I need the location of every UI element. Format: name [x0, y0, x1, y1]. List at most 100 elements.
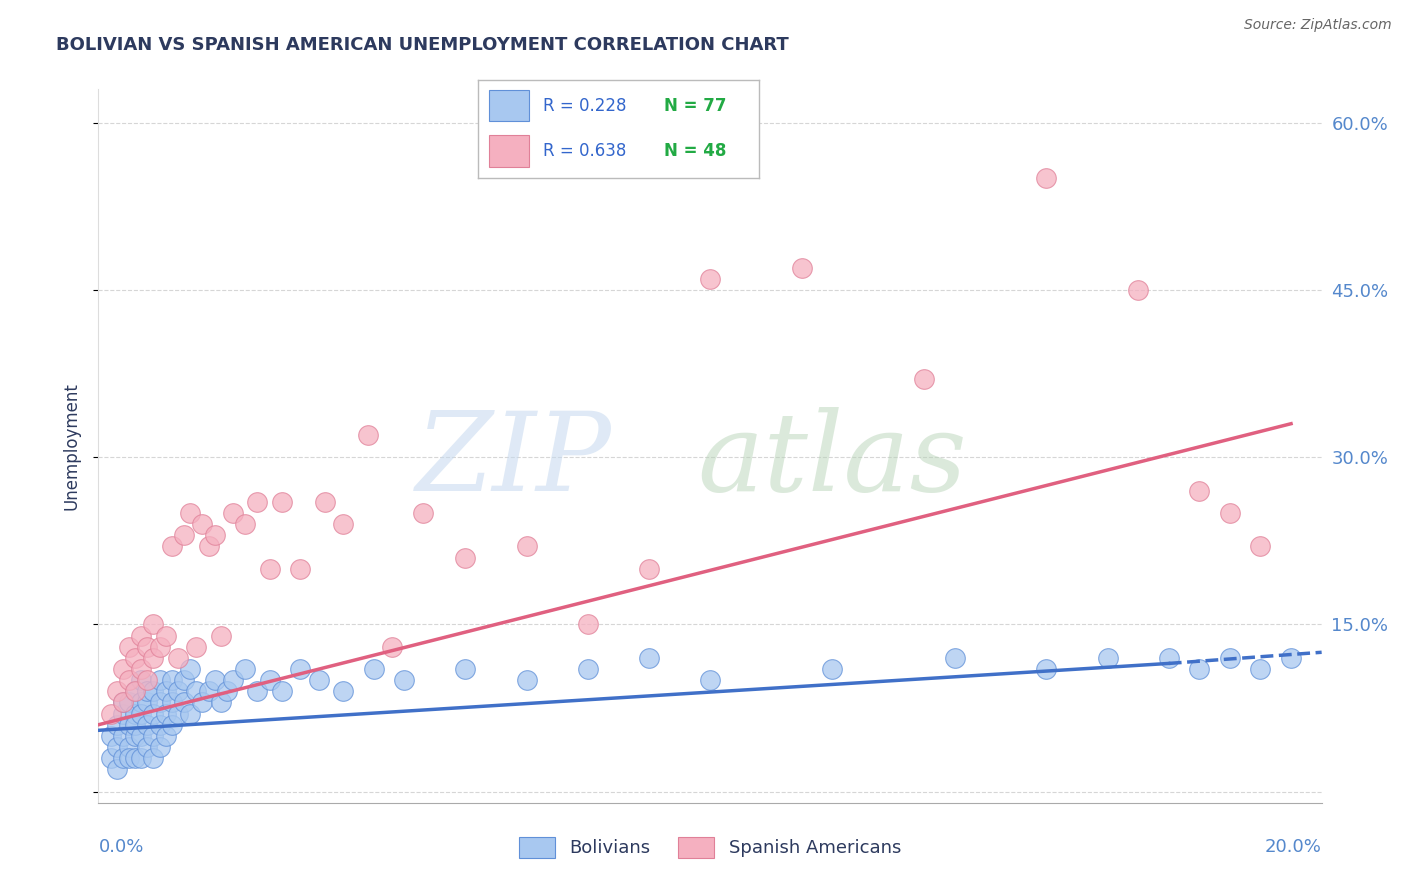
- Text: N = 48: N = 48: [664, 142, 725, 160]
- Point: [454, 550, 477, 565]
- Point: [1279, 651, 1302, 665]
- Point: [136, 684, 159, 698]
- Point: [1249, 662, 1271, 676]
- Point: [118, 740, 141, 755]
- Point: [1219, 651, 1241, 665]
- Point: [912, 372, 935, 386]
- Point: [270, 684, 292, 698]
- Point: [142, 651, 165, 665]
- Point: [124, 729, 146, 743]
- Point: [167, 706, 190, 721]
- Text: R = 0.228: R = 0.228: [543, 97, 626, 115]
- Point: [222, 673, 245, 687]
- Point: [111, 751, 134, 765]
- Point: [111, 696, 134, 710]
- Point: [699, 271, 721, 285]
- Point: [155, 684, 177, 698]
- Point: [233, 517, 256, 532]
- Point: [454, 662, 477, 676]
- Point: [204, 673, 226, 687]
- Point: [356, 427, 378, 442]
- Point: [576, 617, 599, 632]
- Point: [1188, 483, 1211, 498]
- Y-axis label: Unemployment: Unemployment: [62, 382, 80, 510]
- Point: [197, 539, 219, 553]
- Point: [136, 740, 159, 755]
- Point: [124, 684, 146, 698]
- Point: [186, 684, 208, 698]
- Point: [155, 729, 177, 743]
- Point: [314, 494, 336, 508]
- Point: [179, 706, 201, 721]
- Point: [209, 696, 232, 710]
- Point: [1035, 171, 1057, 186]
- Point: [111, 706, 134, 721]
- Point: [142, 729, 165, 743]
- Point: [100, 706, 122, 721]
- Point: [129, 696, 152, 710]
- Point: [111, 662, 134, 676]
- Point: [129, 706, 152, 721]
- Point: [179, 506, 201, 520]
- Point: [637, 562, 661, 576]
- Point: [259, 562, 281, 576]
- Point: [136, 673, 159, 687]
- Point: [160, 539, 183, 553]
- Point: [149, 696, 172, 710]
- Point: [1249, 539, 1271, 553]
- Point: [246, 494, 269, 508]
- Point: [149, 740, 172, 755]
- Point: [124, 651, 146, 665]
- Point: [204, 528, 226, 542]
- Point: [173, 673, 195, 687]
- Point: [136, 640, 159, 654]
- Bar: [489, 136, 529, 167]
- Point: [1188, 662, 1211, 676]
- Point: [215, 684, 238, 698]
- Point: [179, 662, 201, 676]
- Point: [111, 696, 134, 710]
- Point: [118, 696, 141, 710]
- Point: [1157, 651, 1180, 665]
- Point: [100, 751, 122, 765]
- Point: [1128, 283, 1150, 297]
- Point: [173, 696, 195, 710]
- Point: [332, 517, 354, 532]
- Point: [105, 684, 128, 698]
- Point: [129, 729, 152, 743]
- Point: [290, 662, 312, 676]
- Point: [105, 717, 128, 731]
- Point: [363, 662, 385, 676]
- Point: [259, 673, 281, 687]
- Point: [392, 673, 416, 687]
- Text: 20.0%: 20.0%: [1265, 838, 1322, 856]
- Text: atlas: atlas: [697, 407, 967, 514]
- Point: [160, 717, 183, 731]
- Point: [381, 640, 404, 654]
- Point: [1097, 651, 1119, 665]
- Point: [637, 651, 661, 665]
- Point: [129, 673, 152, 687]
- Point: [118, 640, 141, 654]
- Point: [118, 673, 141, 687]
- Legend: Bolivians, Spanish Americans: Bolivians, Spanish Americans: [512, 830, 908, 865]
- Point: [821, 662, 844, 676]
- Point: [790, 260, 813, 275]
- Point: [124, 684, 146, 698]
- Point: [191, 517, 214, 532]
- Point: [155, 706, 177, 721]
- Text: N = 77: N = 77: [664, 97, 725, 115]
- Point: [105, 740, 128, 755]
- Point: [308, 673, 330, 687]
- Point: [124, 706, 146, 721]
- Point: [111, 729, 134, 743]
- Text: R = 0.638: R = 0.638: [543, 142, 626, 160]
- Point: [186, 640, 208, 654]
- Point: [270, 494, 292, 508]
- Text: BOLIVIAN VS SPANISH AMERICAN UNEMPLOYMENT CORRELATION CHART: BOLIVIAN VS SPANISH AMERICAN UNEMPLOYMEN…: [56, 36, 789, 54]
- Point: [332, 684, 354, 698]
- Point: [516, 673, 538, 687]
- Point: [149, 673, 172, 687]
- Point: [1035, 662, 1057, 676]
- Point: [118, 717, 141, 731]
